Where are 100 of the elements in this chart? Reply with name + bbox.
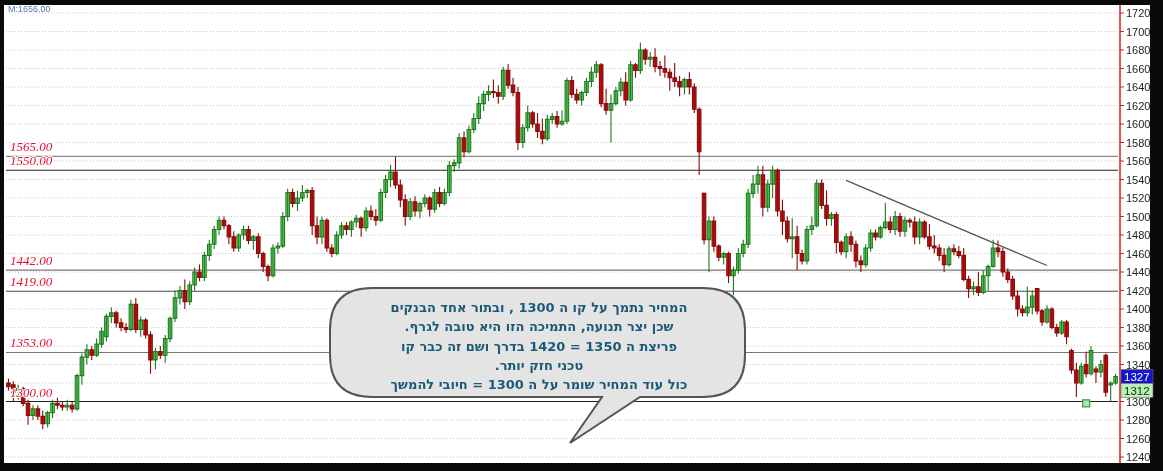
candlestick xyxy=(873,228,878,242)
y-tick-label: 1580 xyxy=(1126,136,1151,149)
candlestick xyxy=(682,77,687,95)
candlestick xyxy=(897,212,903,238)
y-tick-label: 1420 xyxy=(1126,284,1151,297)
candlestick xyxy=(251,234,256,251)
y-tick-label: 1340 xyxy=(1126,358,1151,371)
y-tick-label: 1300 xyxy=(1126,395,1151,408)
candlestick xyxy=(652,47,658,73)
candlestick xyxy=(1103,352,1109,398)
y-tick-label: 1260 xyxy=(1126,432,1151,445)
y-tick-label: 1440 xyxy=(1126,266,1151,278)
candlestick xyxy=(304,188,310,199)
candlestick xyxy=(153,347,158,370)
y-tick-label: 1360 xyxy=(1126,340,1151,352)
candlestick xyxy=(1064,319,1069,345)
candlestick xyxy=(638,42,643,75)
y-tick-label: 1640 xyxy=(1126,81,1151,93)
annotation: 1327 xyxy=(1124,371,1150,384)
ref-line-label: 1442.00 xyxy=(10,253,53,269)
candlestick xyxy=(1029,289,1035,316)
candlestick xyxy=(344,221,349,236)
text: כול עוד המחיר שומר על ה 1300 = חיובי להמשך xyxy=(390,377,688,393)
ref-line-label: 1353.00 xyxy=(10,335,53,351)
y-tick-label: 1660 xyxy=(1126,62,1151,75)
candlestick xyxy=(182,278,188,310)
candlestick xyxy=(246,225,251,245)
candlestick xyxy=(642,47,648,66)
candlestick xyxy=(976,271,981,297)
candlestick xyxy=(647,51,653,68)
candlestick xyxy=(951,243,957,256)
candlestick xyxy=(706,215,712,273)
candlestick xyxy=(64,399,70,412)
text: המחיר נתמך על קו ה 1300 , ובתור אחד הבנקים xyxy=(390,300,688,315)
candlestick xyxy=(432,188,437,214)
text: שכן יצר תנועה, התמיכה הזו היא טובה לגרף. xyxy=(404,319,674,335)
candlestick xyxy=(456,132,462,169)
candlestick xyxy=(721,251,726,266)
candlestick xyxy=(427,195,433,218)
candlestick xyxy=(892,210,898,236)
y-tick-label: 1680 xyxy=(1126,44,1151,56)
candlestick xyxy=(917,217,922,245)
candlestick xyxy=(373,208,379,227)
candlestick xyxy=(1083,351,1089,378)
y-tick-label: 1280 xyxy=(1126,414,1151,426)
candlestick xyxy=(437,186,442,208)
candlestick xyxy=(197,264,202,282)
price-tag: 1327 xyxy=(1120,369,1154,384)
ref-line-label: 1565.00 xyxy=(10,139,53,155)
ref-line-label: 1550.00 xyxy=(10,153,53,169)
text: טכני חזק יותר. xyxy=(494,357,584,373)
candlestick xyxy=(412,195,418,218)
y-tick-label: 1600 xyxy=(1126,118,1151,130)
candlestick xyxy=(157,345,163,360)
candlestick xyxy=(1059,319,1064,336)
candlestick xyxy=(829,211,834,227)
candlestick xyxy=(319,215,325,245)
candlestick xyxy=(30,404,36,421)
ref-line-label: 1419.00 xyxy=(10,274,53,290)
candlestick xyxy=(789,217,795,259)
price-tag: 1312 xyxy=(1120,383,1154,398)
candlestick xyxy=(794,225,800,271)
candlestick xyxy=(628,60,633,103)
candlestick xyxy=(123,322,129,334)
candlestick xyxy=(902,215,908,238)
candlestick xyxy=(290,188,295,208)
candlestick xyxy=(69,400,75,414)
y-tick-label: 1500 xyxy=(1126,210,1151,223)
candlestick xyxy=(554,110,560,129)
y-tick-label: 1520 xyxy=(1126,192,1151,204)
candlestick xyxy=(358,215,364,238)
candlestick xyxy=(1098,359,1104,378)
candlestick xyxy=(633,62,638,79)
candlestick xyxy=(407,197,413,221)
y-tick-label: 1700 xyxy=(1126,25,1151,38)
y-tick-label: 1240 xyxy=(1126,451,1151,463)
y-tick-label: 1480 xyxy=(1126,229,1151,241)
candlestick xyxy=(887,215,893,234)
candlestick xyxy=(941,247,947,273)
candlestick xyxy=(89,345,95,361)
y-tick-label: 1540 xyxy=(1126,173,1151,186)
y-tick-label: 1460 xyxy=(1126,247,1151,260)
candlestick xyxy=(324,217,330,253)
candlestick xyxy=(1078,362,1084,386)
candlestick xyxy=(843,232,849,259)
candlestick xyxy=(461,130,467,158)
candlestick xyxy=(971,280,976,296)
y-tick-label: 1380 xyxy=(1126,321,1151,334)
candlestick xyxy=(623,71,628,107)
candlestick xyxy=(138,315,144,338)
candlestick xyxy=(1044,304,1050,325)
candlestick xyxy=(500,66,506,101)
candlestick xyxy=(760,165,766,218)
annotation: M:1656.00 xyxy=(8,4,51,14)
annotation: 1312 xyxy=(1124,384,1150,397)
candlestick xyxy=(1093,365,1099,384)
candlestick xyxy=(564,77,570,125)
y-tick-label: 1400 xyxy=(1126,303,1151,315)
y-tick-label: 1620 xyxy=(1126,99,1151,112)
y-tick-label: 1560 xyxy=(1126,155,1151,167)
